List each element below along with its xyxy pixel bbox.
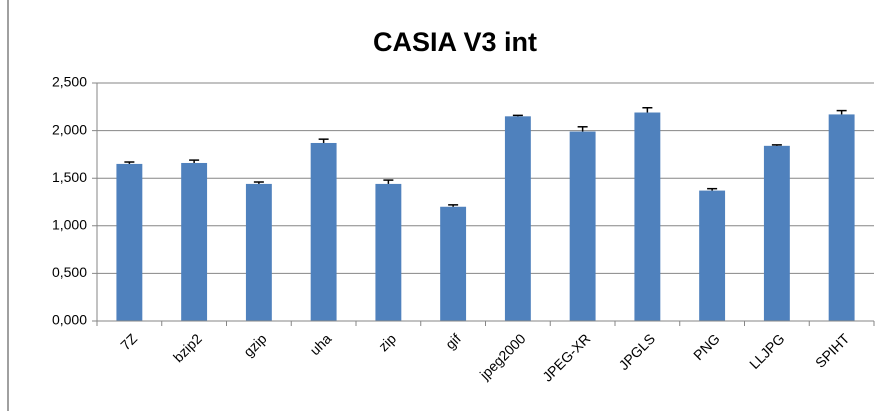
bar xyxy=(634,112,661,322)
x-tick-label: zip xyxy=(375,330,399,354)
x-tick-label: JPEG-XR xyxy=(539,330,593,384)
x-tick-label: JPGLS xyxy=(615,330,658,373)
bar xyxy=(310,142,337,321)
error-bar xyxy=(642,107,653,113)
bar xyxy=(375,183,402,321)
x-tick-label: SPIHT xyxy=(812,330,853,371)
chart-title: CASIA V3 int xyxy=(373,27,537,57)
x-tick-label: bzip2 xyxy=(170,330,205,365)
bar xyxy=(699,190,726,321)
bar xyxy=(828,114,855,321)
x-tick-label: uha xyxy=(307,330,335,358)
x-tick-label: PNG xyxy=(690,330,723,363)
error-bar xyxy=(707,187,718,191)
x-tick-label: LLJPG xyxy=(746,330,788,372)
x-tick-label: jpeg2000 xyxy=(476,330,529,383)
error-bar xyxy=(318,138,329,143)
bar xyxy=(116,163,143,321)
y-tick-label: 2,500 xyxy=(52,74,87,90)
error-bar xyxy=(512,114,523,117)
bar xyxy=(504,116,531,321)
error-bar xyxy=(836,109,847,115)
y-tick-label: 0,000 xyxy=(52,312,87,328)
error-bar xyxy=(189,159,200,163)
y-tick-label: 2,000 xyxy=(52,121,87,137)
error-bar xyxy=(577,126,588,132)
x-tick-label: gzip xyxy=(240,330,270,360)
bar xyxy=(181,162,208,321)
x-tick-label: gif xyxy=(442,330,464,352)
bar xyxy=(440,206,467,321)
y-tick-label: 1,500 xyxy=(52,169,87,185)
bar xyxy=(763,145,790,321)
bar xyxy=(245,183,272,321)
y-tick-label: 0,500 xyxy=(52,264,87,280)
error-bar xyxy=(124,161,135,164)
error-bar xyxy=(383,179,394,184)
error-bar xyxy=(448,204,459,207)
y-tick-label: 1,000 xyxy=(52,217,87,233)
error-bar xyxy=(253,181,264,184)
error-bar xyxy=(771,144,782,146)
x-tick-label: 7Z xyxy=(117,330,140,353)
bar xyxy=(569,131,596,321)
